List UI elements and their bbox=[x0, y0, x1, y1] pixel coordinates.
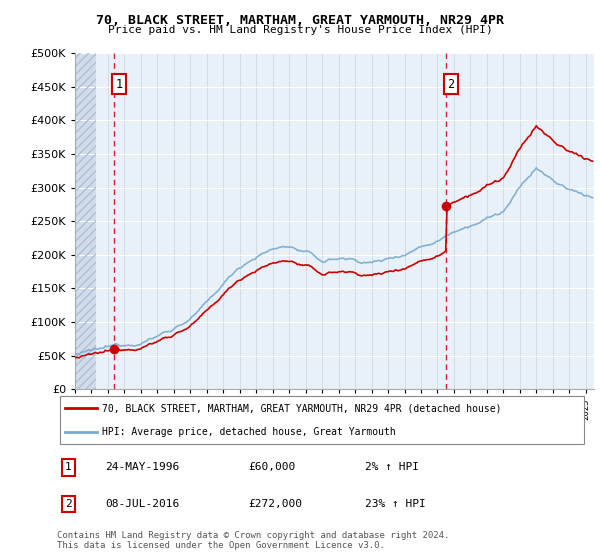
Text: 2% ↑ HPI: 2% ↑ HPI bbox=[365, 463, 419, 473]
Text: 1: 1 bbox=[116, 78, 123, 91]
Text: 2: 2 bbox=[447, 78, 454, 91]
Text: 24-MAY-1996: 24-MAY-1996 bbox=[105, 463, 179, 473]
Bar bbox=[75, 53, 95, 389]
Text: £272,000: £272,000 bbox=[248, 499, 302, 508]
Text: Price paid vs. HM Land Registry's House Price Index (HPI): Price paid vs. HM Land Registry's House … bbox=[107, 25, 493, 35]
FancyBboxPatch shape bbox=[59, 396, 584, 444]
Text: £60,000: £60,000 bbox=[248, 463, 295, 473]
Bar bbox=[75, 53, 95, 389]
Text: HPI: Average price, detached house, Great Yarmouth: HPI: Average price, detached house, Grea… bbox=[102, 427, 396, 437]
Text: 70, BLACK STREET, MARTHAM, GREAT YARMOUTH, NR29 4PR: 70, BLACK STREET, MARTHAM, GREAT YARMOUT… bbox=[96, 14, 504, 27]
Text: 08-JUL-2016: 08-JUL-2016 bbox=[105, 499, 179, 508]
Text: Contains HM Land Registry data © Crown copyright and database right 2024.
This d: Contains HM Land Registry data © Crown c… bbox=[57, 531, 449, 550]
Text: 23% ↑ HPI: 23% ↑ HPI bbox=[365, 499, 426, 508]
Text: 2: 2 bbox=[65, 499, 72, 508]
Text: 1: 1 bbox=[65, 463, 72, 473]
Text: 70, BLACK STREET, MARTHAM, GREAT YARMOUTH, NR29 4PR (detached house): 70, BLACK STREET, MARTHAM, GREAT YARMOUT… bbox=[102, 403, 502, 413]
